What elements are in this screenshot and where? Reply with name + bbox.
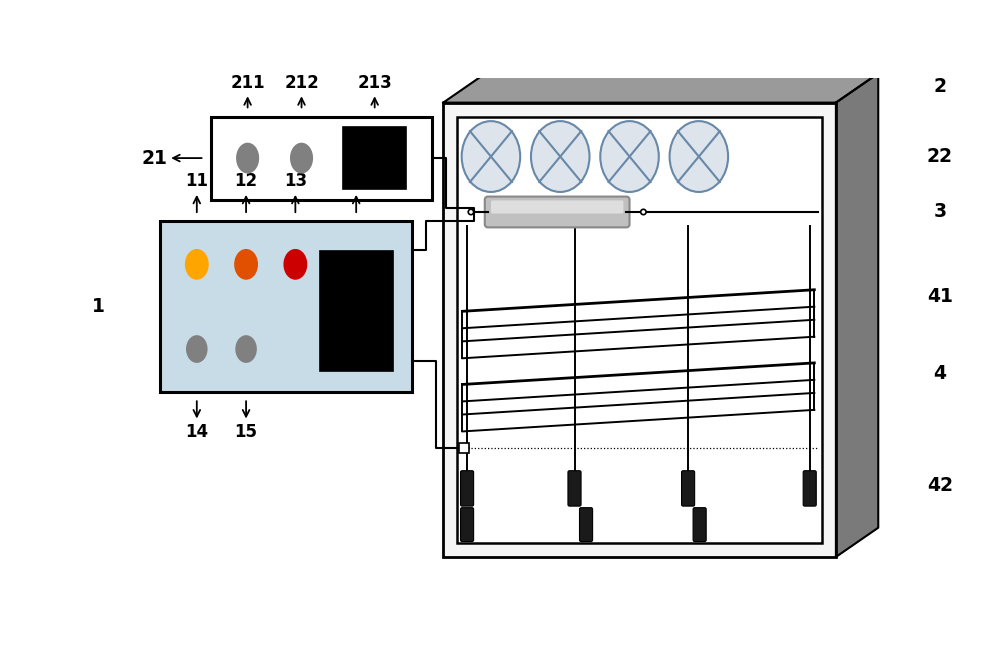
Ellipse shape xyxy=(670,121,728,192)
FancyBboxPatch shape xyxy=(485,196,630,227)
FancyBboxPatch shape xyxy=(211,116,432,200)
Circle shape xyxy=(468,209,474,215)
Text: 41: 41 xyxy=(927,287,953,306)
Ellipse shape xyxy=(234,249,258,280)
FancyBboxPatch shape xyxy=(457,116,822,543)
Ellipse shape xyxy=(462,121,520,192)
Text: 212: 212 xyxy=(284,73,319,92)
Text: 213: 213 xyxy=(357,73,392,92)
Text: 4: 4 xyxy=(933,364,946,384)
Text: 211: 211 xyxy=(230,73,265,92)
Text: 12: 12 xyxy=(235,172,258,190)
Ellipse shape xyxy=(290,143,313,174)
FancyBboxPatch shape xyxy=(459,443,469,452)
Text: 42: 42 xyxy=(927,476,953,495)
Polygon shape xyxy=(443,73,878,103)
Text: 21: 21 xyxy=(142,149,167,168)
Text: 15: 15 xyxy=(235,423,258,441)
Circle shape xyxy=(641,209,646,215)
FancyBboxPatch shape xyxy=(803,471,816,506)
FancyBboxPatch shape xyxy=(568,471,581,506)
Text: 16: 16 xyxy=(345,172,368,190)
Ellipse shape xyxy=(531,121,590,192)
FancyBboxPatch shape xyxy=(443,103,836,557)
Text: 2: 2 xyxy=(933,77,946,96)
Polygon shape xyxy=(836,73,878,557)
FancyBboxPatch shape xyxy=(343,127,406,189)
Text: 22: 22 xyxy=(927,147,953,166)
Ellipse shape xyxy=(600,121,659,192)
FancyBboxPatch shape xyxy=(491,200,623,213)
Ellipse shape xyxy=(236,143,259,174)
Text: 14: 14 xyxy=(185,423,208,441)
Ellipse shape xyxy=(283,249,307,280)
Text: 1: 1 xyxy=(92,297,105,316)
FancyBboxPatch shape xyxy=(160,221,412,392)
FancyBboxPatch shape xyxy=(461,508,474,541)
Text: 13: 13 xyxy=(284,172,307,190)
Text: 11: 11 xyxy=(185,172,208,190)
FancyBboxPatch shape xyxy=(580,508,593,541)
FancyBboxPatch shape xyxy=(682,471,695,506)
FancyBboxPatch shape xyxy=(320,252,393,370)
Ellipse shape xyxy=(186,335,208,363)
Ellipse shape xyxy=(185,249,209,280)
Ellipse shape xyxy=(235,335,257,363)
FancyBboxPatch shape xyxy=(693,508,706,541)
FancyBboxPatch shape xyxy=(461,471,474,506)
Text: 3: 3 xyxy=(933,203,946,222)
